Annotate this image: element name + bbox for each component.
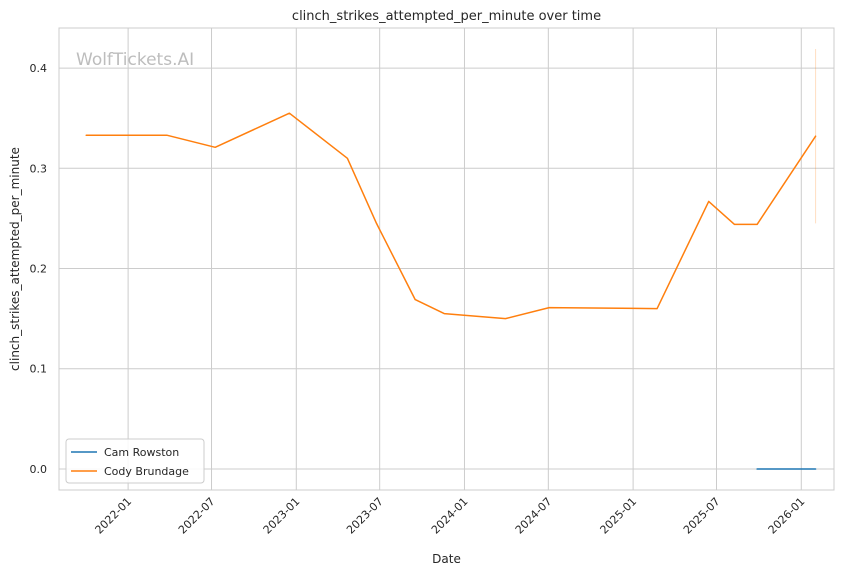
x-tick-label: 2025-07: [681, 495, 723, 537]
plot-area-frame: [58, 27, 835, 491]
x-tick-labels: 2022-01 2022-07 2023-01 2023-07 2024-01 2024-…: [93, 495, 808, 537]
series-layer: [85, 49, 817, 470]
legend-label-series-0: Cam Rowston: [104, 446, 179, 459]
x-tick-label: 2022-01: [93, 495, 135, 537]
x-tick-label: 2023-01: [261, 495, 303, 537]
series-line-cody-brundage: [85, 112, 817, 320]
x-tick-label: 2022-07: [176, 495, 218, 537]
y-tick-label: 0.1: [30, 363, 48, 376]
y-tick-label: 0.4: [30, 62, 48, 75]
y-tick-labels: 0.0 0.1 0.2 0.3 0.4: [30, 62, 48, 476]
x-tick-label: 2023-07: [344, 495, 386, 537]
watermark: WolfTickets.AI: [76, 50, 194, 70]
legend: Cam Rowston Cody Brundage: [65, 438, 205, 484]
x-tick-label: 2025-01: [598, 495, 640, 537]
legend-label-series-1: Cody Brundage: [104, 465, 189, 478]
x-tick-label: 2026-01: [766, 495, 808, 537]
y-tick-label: 0.0: [30, 463, 48, 476]
y-tick-label: 0.2: [30, 263, 48, 276]
x-tick-label: 2024-07: [513, 495, 555, 537]
grid: [59, 28, 834, 490]
legend-box: [65, 438, 205, 484]
x-tick-label: 2024-01: [429, 495, 471, 537]
x-axis-label: Date: [432, 552, 461, 566]
chart-title: clinch_strikes_attempted_per_minute over…: [292, 9, 601, 24]
y-tick-label: 0.3: [30, 162, 48, 175]
y-axis-label: clinch_strikes_attempted_per_minute: [8, 147, 22, 371]
